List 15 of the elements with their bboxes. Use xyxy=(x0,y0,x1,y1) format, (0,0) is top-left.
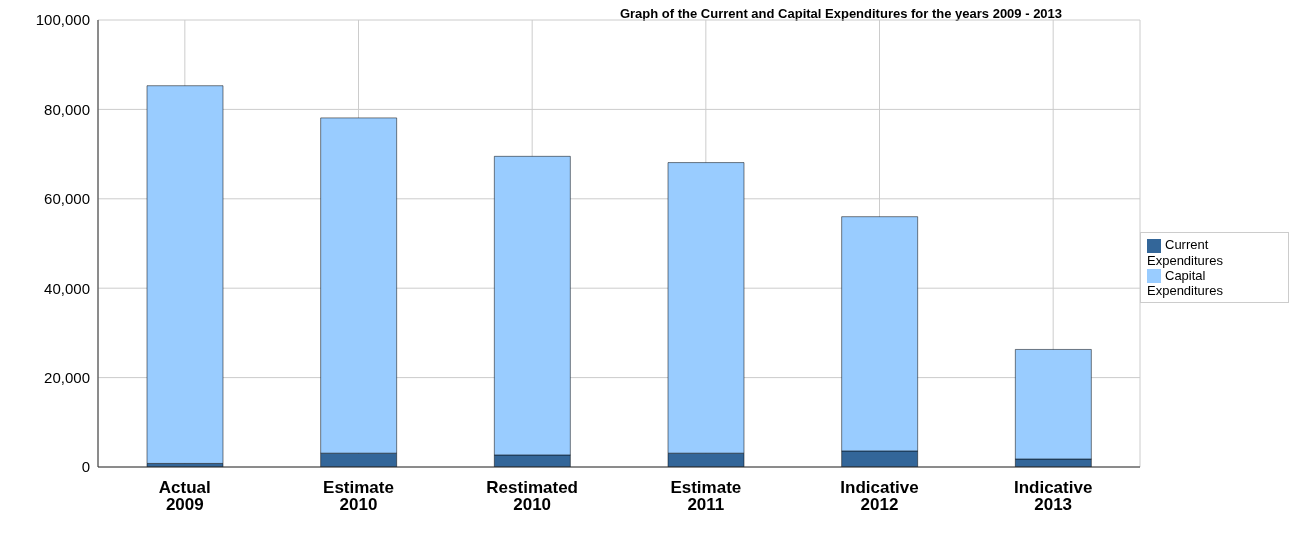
x-tick-label: Restimated 2010 xyxy=(486,478,578,514)
y-tick-label: 60,000 xyxy=(44,190,90,208)
chart-title: Graph of the Current and Capital Expenditures for the years 2009 - 2013 xyxy=(619,6,1063,21)
legend-label: Capital Expenditures xyxy=(1147,267,1223,299)
y-tick-label: 40,000 xyxy=(44,279,90,297)
x-tick-label: Estimate 2010 xyxy=(323,478,394,514)
y-tick-label: 20,000 xyxy=(44,368,90,386)
y-tick-label: 0 xyxy=(81,458,90,476)
legend-label: Current Expenditures xyxy=(1147,236,1223,268)
y-tick-label: 80,000 xyxy=(44,100,90,118)
x-tick-label: Indicative 2012 xyxy=(840,478,919,514)
y-tick-label: 100,000 xyxy=(35,11,90,29)
x-tick-label: Estimate 2011 xyxy=(670,478,742,514)
x-tick-label: Indicative 2013 xyxy=(1013,478,1093,514)
x-tick-label: Actual 2009 xyxy=(158,478,211,514)
